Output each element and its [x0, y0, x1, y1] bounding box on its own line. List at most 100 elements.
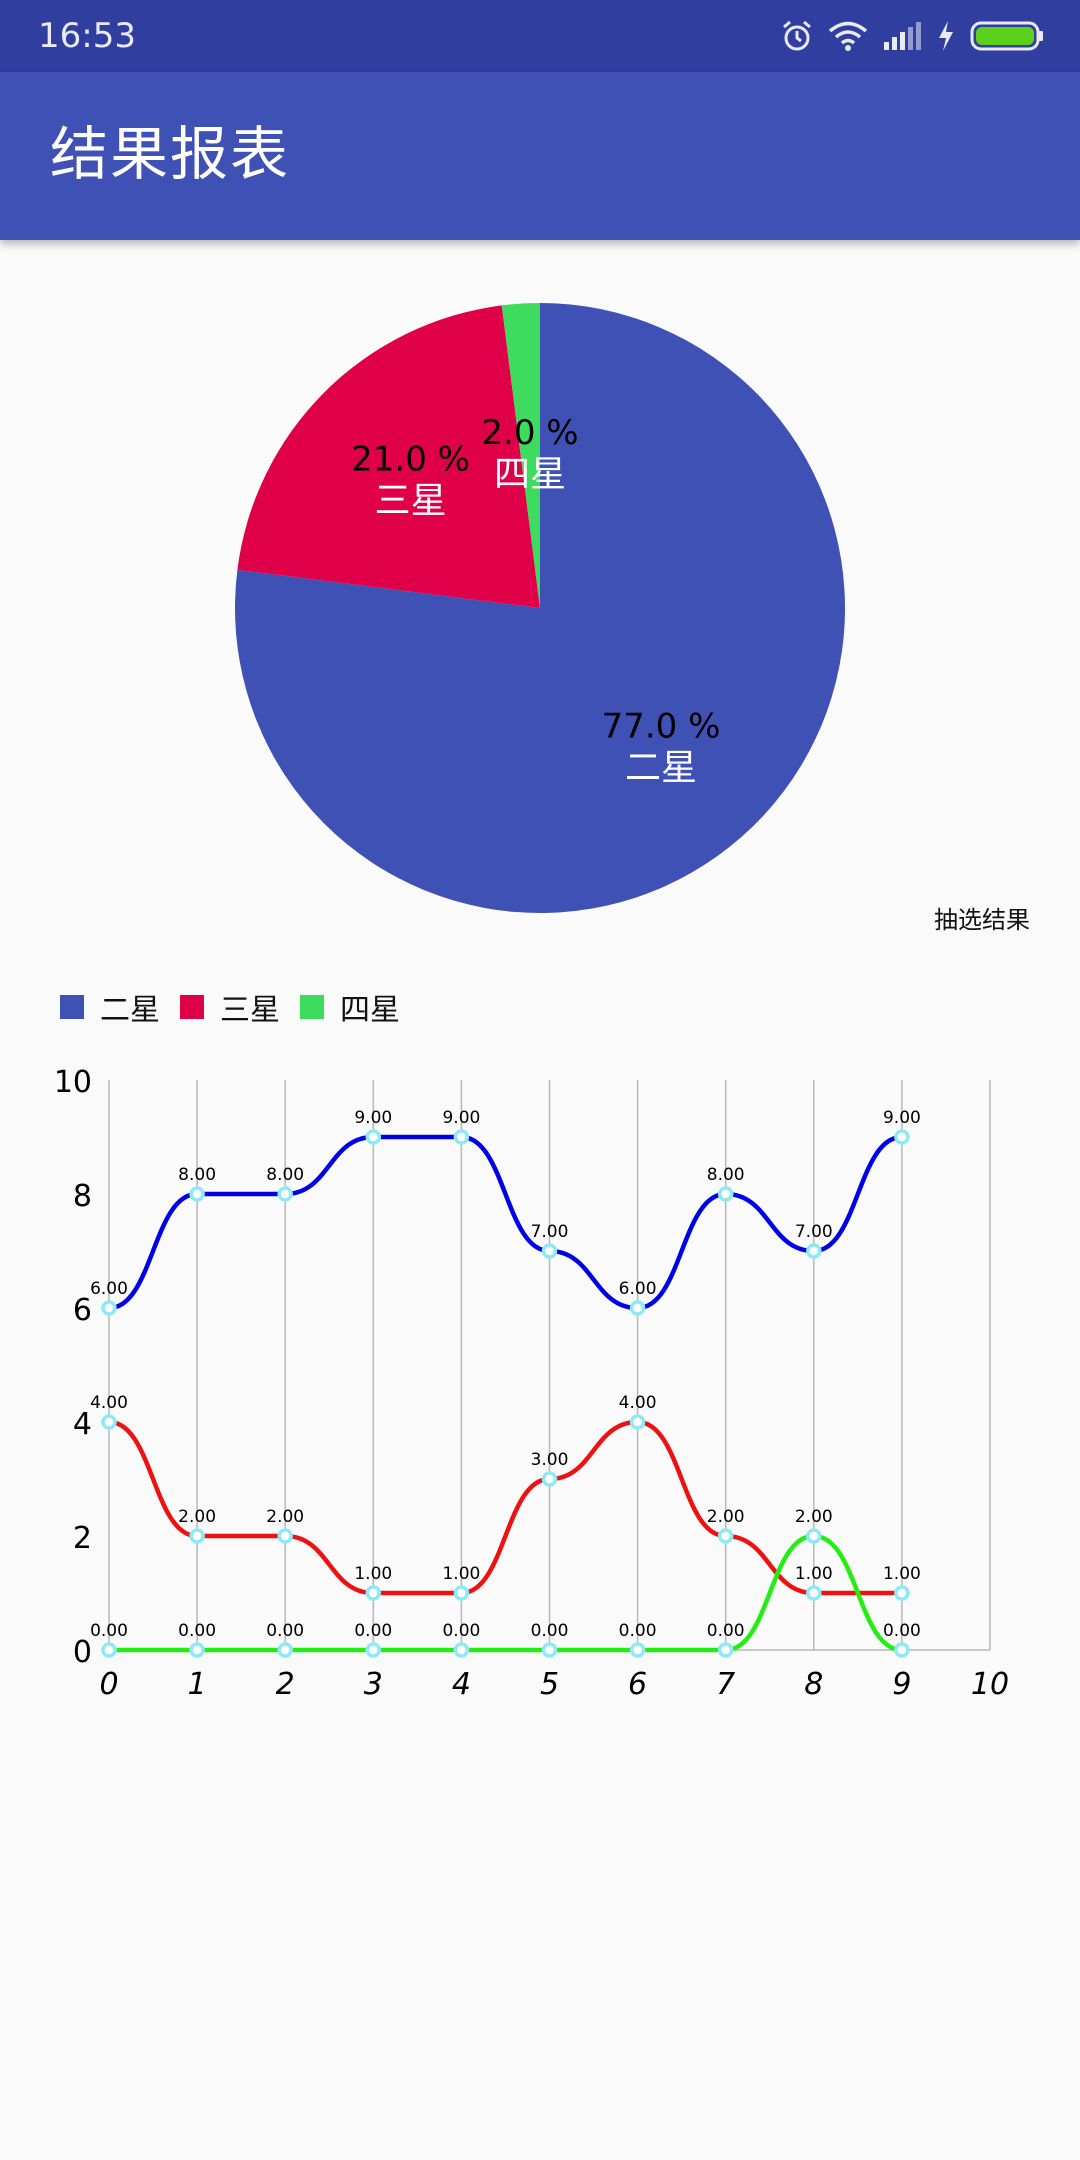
data-point[interactable] — [365, 1585, 382, 1601]
series-line-0 — [108, 1134, 903, 1311]
data-value-label: 2.00 — [707, 1507, 745, 1527]
data-value-label: 2.00 — [795, 1507, 833, 1527]
data-point[interactable] — [453, 1585, 470, 1601]
y-tick-label: 10 — [54, 1065, 92, 1100]
data-value-label: 0.00 — [883, 1621, 921, 1641]
data-value-label: 0.00 — [354, 1621, 392, 1641]
charging-icon — [939, 21, 953, 51]
x-tick-label: 4 — [452, 1667, 471, 1702]
series-line-1 — [108, 1419, 902, 1596]
data-point[interactable] — [189, 1642, 205, 1658]
battery-icon — [970, 21, 1043, 51]
pie-chart[interactable]: 77.0 % 二星 21.0 % 三星 2.0 % 四星 — [0, 240, 1080, 980]
data-point[interactable] — [629, 1642, 646, 1658]
pie-chart-canvas: 77.0 %二星 21.0 %三星 2.0 %四星 — [235, 303, 846, 913]
pie-value-label: 2.0 % — [481, 413, 578, 453]
data-point[interactable] — [717, 1528, 734, 1544]
legend-item-four-star: 四星 — [300, 985, 400, 1029]
data-point[interactable] — [894, 1129, 910, 1145]
signal-icon — [884, 22, 921, 50]
data-point[interactable] — [541, 1471, 558, 1487]
y-tick-label: 2 — [73, 1521, 92, 1556]
data-value-label: 2.00 — [266, 1507, 304, 1527]
data-point[interactable] — [365, 1129, 382, 1145]
data-point[interactable] — [541, 1642, 558, 1658]
data-value-label: 0.00 — [442, 1621, 480, 1641]
data-value-label: 7.00 — [531, 1222, 569, 1242]
data-value-label: 4.00 — [90, 1393, 128, 1413]
data-value-label: 6.00 — [90, 1279, 128, 1299]
data-point[interactable] — [453, 1129, 470, 1145]
data-value-label: 7.00 — [795, 1222, 833, 1242]
data-value-label: 4.00 — [619, 1393, 657, 1413]
pie-legend: 二星 三星 四星 — [60, 985, 420, 1029]
data-point[interactable] — [629, 1414, 646, 1430]
data-value-label: 9.00 — [354, 1108, 392, 1128]
x-tick-label: 0 — [99, 1667, 118, 1702]
app-bar: 结果报表 — [0, 72, 1080, 240]
data-point[interactable] — [277, 1528, 293, 1544]
data-point[interactable] — [365, 1642, 382, 1658]
data-value-label: 8.00 — [707, 1165, 745, 1185]
legend-item-two-star: 二星 — [60, 985, 160, 1029]
legend-swatch-three-star — [180, 995, 204, 1019]
pie-category-label: 三星 — [375, 481, 447, 522]
x-tick-label: 10 — [971, 1667, 1009, 1702]
data-value-label: 0.00 — [619, 1621, 657, 1641]
data-value-label: 1.00 — [354, 1564, 392, 1584]
pie-slice-1[interactable] — [237, 305, 540, 608]
data-value-label: 1.00 — [883, 1564, 921, 1584]
x-tick-label: 3 — [364, 1667, 383, 1702]
x-tick-label: 5 — [540, 1667, 559, 1702]
y-tick-label: 4 — [73, 1407, 92, 1442]
status-time: 16:53 — [38, 16, 136, 56]
legend-label: 四星 — [340, 993, 400, 1028]
pie-category-label: 四星 — [494, 454, 566, 495]
data-value-label: 9.00 — [883, 1108, 921, 1128]
data-point[interactable] — [541, 1243, 558, 1259]
data-point[interactable] — [806, 1528, 822, 1544]
line-chart-canvas: 0 2 4 6 8 10 0 1 2 3 4 5 6 7 8 9 10 6.00 8.00 8.00 9.00 9.00 7… — [54, 1065, 1009, 1702]
alarm-icon — [783, 20, 811, 51]
data-point[interactable] — [806, 1585, 822, 1601]
data-point[interactable] — [277, 1186, 293, 1202]
data-point[interactable] — [717, 1642, 734, 1658]
x-tick-label: 2 — [276, 1667, 295, 1702]
data-value-label: 2.00 — [178, 1507, 216, 1527]
data-point[interactable] — [717, 1186, 734, 1202]
data-value-label: 3.00 — [531, 1450, 569, 1470]
data-value-label: 1.00 — [442, 1564, 480, 1584]
data-point[interactable] — [894, 1642, 910, 1658]
y-tick-label: 0 — [73, 1635, 92, 1670]
data-point[interactable] — [101, 1414, 117, 1430]
data-value-label: 0.00 — [531, 1621, 569, 1641]
data-value-label: 6.00 — [619, 1279, 657, 1299]
data-value-label: 0.00 — [707, 1621, 745, 1641]
pie-slice-2[interactable] — [501, 303, 540, 608]
pie-value-label: 21.0 % — [351, 440, 470, 480]
y-tick-label: 6 — [73, 1293, 92, 1328]
data-value-label: 1.00 — [795, 1564, 833, 1584]
data-point[interactable] — [894, 1585, 910, 1601]
data-point[interactable] — [189, 1528, 205, 1544]
status-bar: 16:53 — [0, 0, 1080, 72]
x-tick-label: 8 — [804, 1667, 823, 1702]
legend-swatch-four-star — [300, 995, 324, 1019]
data-point[interactable] — [101, 1642, 117, 1658]
y-tick-label: 8 — [73, 1179, 92, 1214]
data-value-label: 8.00 — [178, 1165, 216, 1185]
data-point[interactable] — [189, 1186, 205, 1202]
data-point[interactable] — [101, 1300, 117, 1316]
data-point[interactable] — [453, 1642, 470, 1658]
legend-swatch-two-star — [60, 995, 84, 1019]
legend-item-three-star: 三星 — [180, 985, 280, 1029]
x-tick-label: 9 — [892, 1667, 911, 1702]
line-chart[interactable]: 0 2 4 6 8 10 0 1 2 3 4 5 6 7 8 9 10 6.00 8.00 8.00 9.00 9.00 7… — [0, 1050, 1080, 1710]
data-value-label: 9.00 — [442, 1108, 480, 1128]
data-point[interactable] — [277, 1642, 293, 1658]
data-point[interactable] — [806, 1243, 822, 1259]
pie-category-label: 二星 — [625, 747, 697, 788]
series-line-2 — [108, 1533, 903, 1653]
data-point[interactable] — [629, 1300, 646, 1316]
data-value-label: 0.00 — [90, 1621, 128, 1641]
